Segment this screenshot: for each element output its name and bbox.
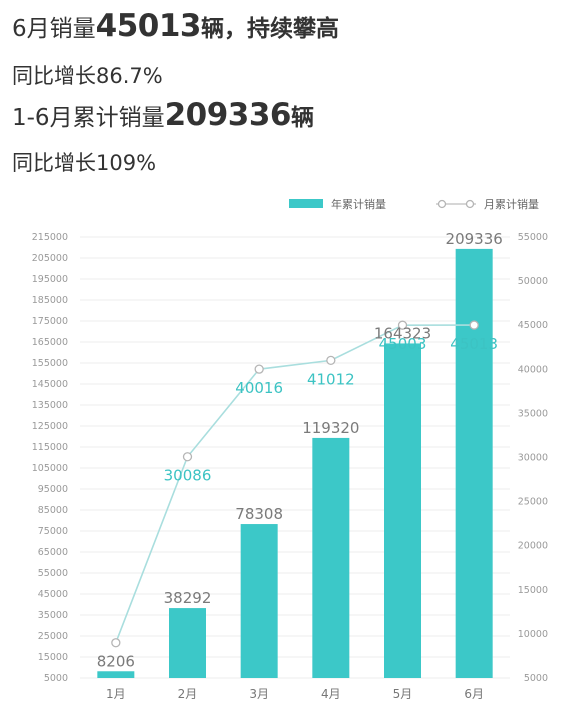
series-line [115, 324, 475, 644]
y-left-tick-label: 125000 [32, 421, 68, 432]
y-right-tick-label: 20000 [518, 541, 548, 552]
y-left-tick-label: 25000 [38, 631, 68, 642]
chart-grid [80, 236, 510, 679]
line-point [254, 364, 264, 374]
y-right-tick-label: 50000 [518, 276, 548, 287]
y-right-tick-label: 55000 [518, 232, 548, 243]
line-value-label: 45013 [450, 335, 498, 353]
headline-monthly-suffix: ，持续攀高 [224, 16, 339, 42]
headline-monthly-growth: 同比增长86.7% [12, 64, 163, 88]
chart-legend: 年累计销量 月累计销量 [289, 197, 539, 211]
headline-monthly-prefix: 6月销量 [12, 16, 96, 42]
bar [169, 608, 206, 678]
bar-value-label: 164323 [374, 324, 431, 342]
y-left-tick-label: 15000 [38, 652, 68, 663]
line-point [182, 452, 193, 462]
x-category-label: 4月 [321, 687, 341, 701]
y-left-tick-label: 195000 [32, 274, 68, 285]
y-left-tick-label: 55000 [38, 568, 68, 579]
line-value-label: 40016 [235, 379, 283, 397]
headline-monthly-sales: 6月销量45013辆，持续攀高 [12, 8, 339, 44]
bar-value-label: 78308 [235, 505, 283, 523]
chart-labels: 8206 38292 78308 119320 164323 209336 30086 400… [97, 230, 503, 670]
y-left-tick-label: 5000 [44, 673, 68, 684]
line-value-label: 45003 [379, 335, 427, 353]
line-value-label: 30086 [164, 467, 212, 485]
headline-monthly-number: 45013 [95, 8, 202, 44]
y-left-tick-label: 75000 [38, 526, 68, 537]
headline-cumulative-prefix: 1-6月累计销量 [12, 105, 165, 131]
chart-bars [97, 248, 493, 678]
x-category-label: 6月 [464, 687, 484, 701]
y-left-tick-label: 85000 [38, 505, 68, 516]
y-left-tick-label: 45000 [38, 589, 68, 600]
line-point [326, 355, 336, 366]
x-category-label: 2月 [178, 687, 198, 701]
chart-axes: 5000 15000 25000 35000 45000 55000 65000 75000 8… [32, 232, 548, 701]
x-category-label: 5月 [393, 687, 413, 701]
line-point [111, 638, 121, 648]
y-left-tick-label: 165000 [32, 337, 68, 348]
bar [455, 248, 493, 678]
y-left-tick-label: 115000 [32, 442, 68, 453]
legend-line-marker-left [437, 199, 447, 209]
y-left-tick-label: 155000 [32, 358, 68, 369]
y-left-tick-label: 175000 [32, 316, 68, 327]
y-right-tick-label: 30000 [518, 453, 548, 464]
headline-cumulative-unit: 辆 [291, 105, 314, 131]
bar-value-label: 8206 [97, 652, 135, 670]
y-right-tick-label: 15000 [518, 585, 548, 596]
y-right-tick-label: 5000 [524, 673, 548, 684]
chart-line [111, 320, 479, 648]
y-left-tick-label: 105000 [32, 463, 68, 474]
headline-cumulative-sales: 1-6月累计销量209336辆 [12, 97, 314, 133]
line-value-label: 41012 [307, 370, 355, 388]
bar [312, 437, 350, 678]
legend-bar-swatch [289, 199, 323, 208]
y-left-tick-label: 205000 [32, 253, 68, 264]
bar-value-label: 119320 [302, 419, 359, 437]
headline-cumulative-number: 209336 [164, 97, 292, 133]
bar-value-label: 209336 [446, 230, 503, 248]
line-point [397, 320, 408, 330]
y-right-tick-label: 40000 [518, 364, 548, 375]
headline-cumulative-growth: 同比增长109% [12, 151, 157, 175]
y-left-tick-label: 135000 [32, 400, 68, 411]
bar [240, 524, 278, 678]
x-category-label: 3月 [249, 687, 269, 701]
y-left-tick-label: 65000 [38, 547, 68, 558]
y-left-tick-label: 35000 [38, 610, 68, 621]
y-left-tick-label: 215000 [32, 232, 68, 243]
bar [384, 343, 421, 678]
x-category-label: 1月 [106, 687, 126, 701]
headline-monthly-unit: 辆 [201, 16, 224, 42]
y-right-tick-label: 35000 [518, 408, 548, 419]
bar [97, 671, 135, 678]
y-right-tick-label: 10000 [518, 629, 548, 640]
legend-line-marker-right [465, 199, 475, 209]
bar-value-label: 38292 [164, 589, 212, 607]
y-right-tick-label: 45000 [518, 320, 548, 331]
y-left-tick-label: 95000 [38, 484, 68, 495]
y-left-tick-label: 145000 [32, 379, 68, 390]
legend-bar-label: 年累计销量 [331, 197, 386, 211]
legend-line-label: 月累计销量 [484, 197, 539, 211]
y-right-tick-label: 25000 [518, 497, 548, 508]
y-left-tick-label: 185000 [32, 295, 68, 306]
line-point [469, 320, 479, 330]
